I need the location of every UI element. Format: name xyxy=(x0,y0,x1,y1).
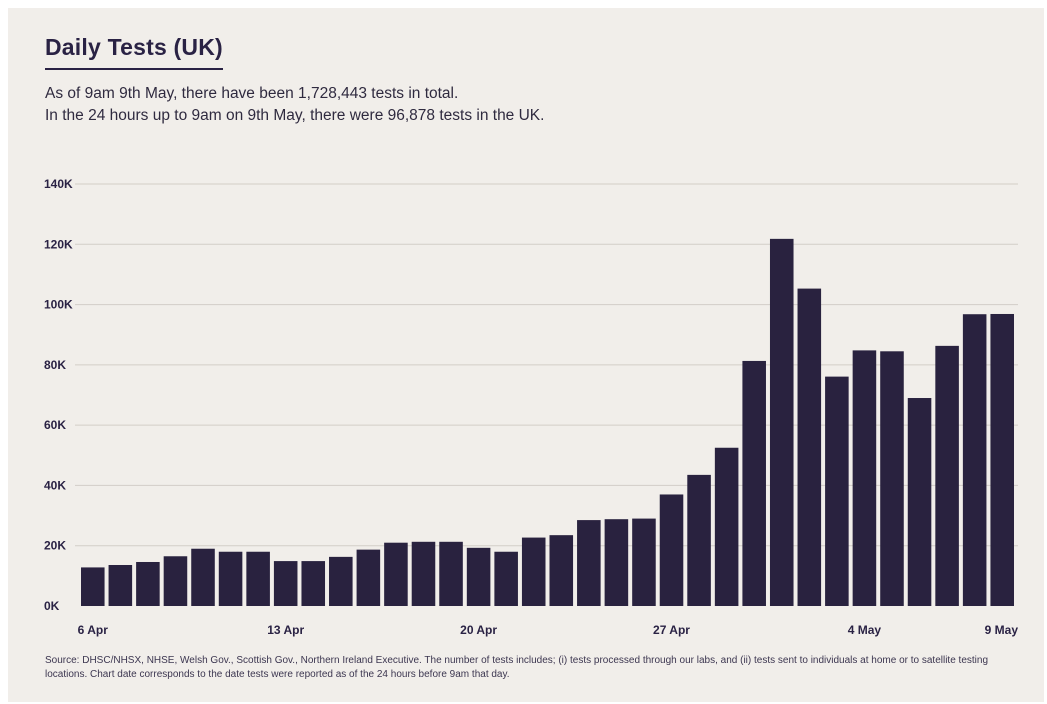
y-tick-label: 40K xyxy=(44,478,66,492)
bar-30-apr xyxy=(742,360,766,606)
bar-2-may xyxy=(797,288,822,606)
bar-10-apr xyxy=(191,548,215,606)
y-tick-label: 120K xyxy=(44,237,73,251)
chart-subtitle-total: As of 9am 9th May, there have been 1,728… xyxy=(45,85,459,102)
y-tick-label: 20K xyxy=(44,539,66,553)
x-axis-ticks: 6 Apr 13 Apr 20 Apr 27 Apr 4 May 9 May xyxy=(78,623,1019,637)
bar-6-apr xyxy=(81,567,105,606)
bar-26-apr xyxy=(632,518,656,606)
bar-16-apr xyxy=(356,549,381,606)
bar-19-apr xyxy=(439,541,463,606)
bar-15-apr xyxy=(329,556,353,606)
bar-13-apr xyxy=(273,561,298,606)
bar-1-may xyxy=(769,238,794,607)
bar-11-apr xyxy=(218,551,243,606)
bar-7-may xyxy=(935,345,959,606)
bar-22-apr xyxy=(521,537,546,606)
bar-3-may xyxy=(825,376,849,606)
bar-4-may xyxy=(852,350,877,606)
bar-5-may xyxy=(880,351,904,606)
bar-9-may xyxy=(990,313,1014,606)
bar-18-apr xyxy=(411,541,436,606)
y-tick-label: 0K xyxy=(44,599,60,613)
bar-17-apr xyxy=(384,542,408,606)
y-tick-label: 80K xyxy=(44,358,66,372)
chart-subtitle-daily: In the 24 hours up to 9am on 9th May, th… xyxy=(45,107,545,124)
bar-28-apr xyxy=(687,474,711,606)
x-tick-label: 20 Apr xyxy=(460,623,497,637)
bar-8-apr xyxy=(136,561,160,606)
bar-29-apr xyxy=(714,447,739,606)
source-note: Source: DHSC/NHSX, NHSE, Welsh Gov., Sco… xyxy=(45,655,989,680)
y-tick-label: 100K xyxy=(44,298,73,312)
bar-23-apr xyxy=(549,535,574,606)
y-axis-ticks: 0K 20K 40K 60K 80K 100K 120K 140K xyxy=(44,177,73,613)
x-tick-label: 9 May xyxy=(985,623,1019,637)
x-tick-label: 4 May xyxy=(848,623,882,637)
bar-27-apr xyxy=(659,494,684,606)
bar-12-apr xyxy=(246,551,270,606)
bar-6-may xyxy=(907,398,932,606)
y-tick-label: 60K xyxy=(44,418,66,432)
x-tick-label: 6 Apr xyxy=(78,623,109,637)
bar-24-apr xyxy=(577,520,601,606)
x-tick-label: 27 Apr xyxy=(653,623,690,637)
bar-25-apr xyxy=(604,519,629,606)
x-tick-label: 13 Apr xyxy=(267,623,304,637)
bar-20-apr xyxy=(466,547,491,606)
bar-8-may xyxy=(962,314,987,606)
bars xyxy=(81,238,1014,607)
chart-title: Daily Tests (UK) xyxy=(45,34,223,70)
bar-14-apr xyxy=(301,561,326,606)
bar-9-apr xyxy=(163,556,188,606)
bar-7-apr xyxy=(108,565,133,606)
gridlines xyxy=(75,183,1018,547)
y-tick-label: 140K xyxy=(44,177,73,191)
bar-21-apr xyxy=(494,551,518,606)
